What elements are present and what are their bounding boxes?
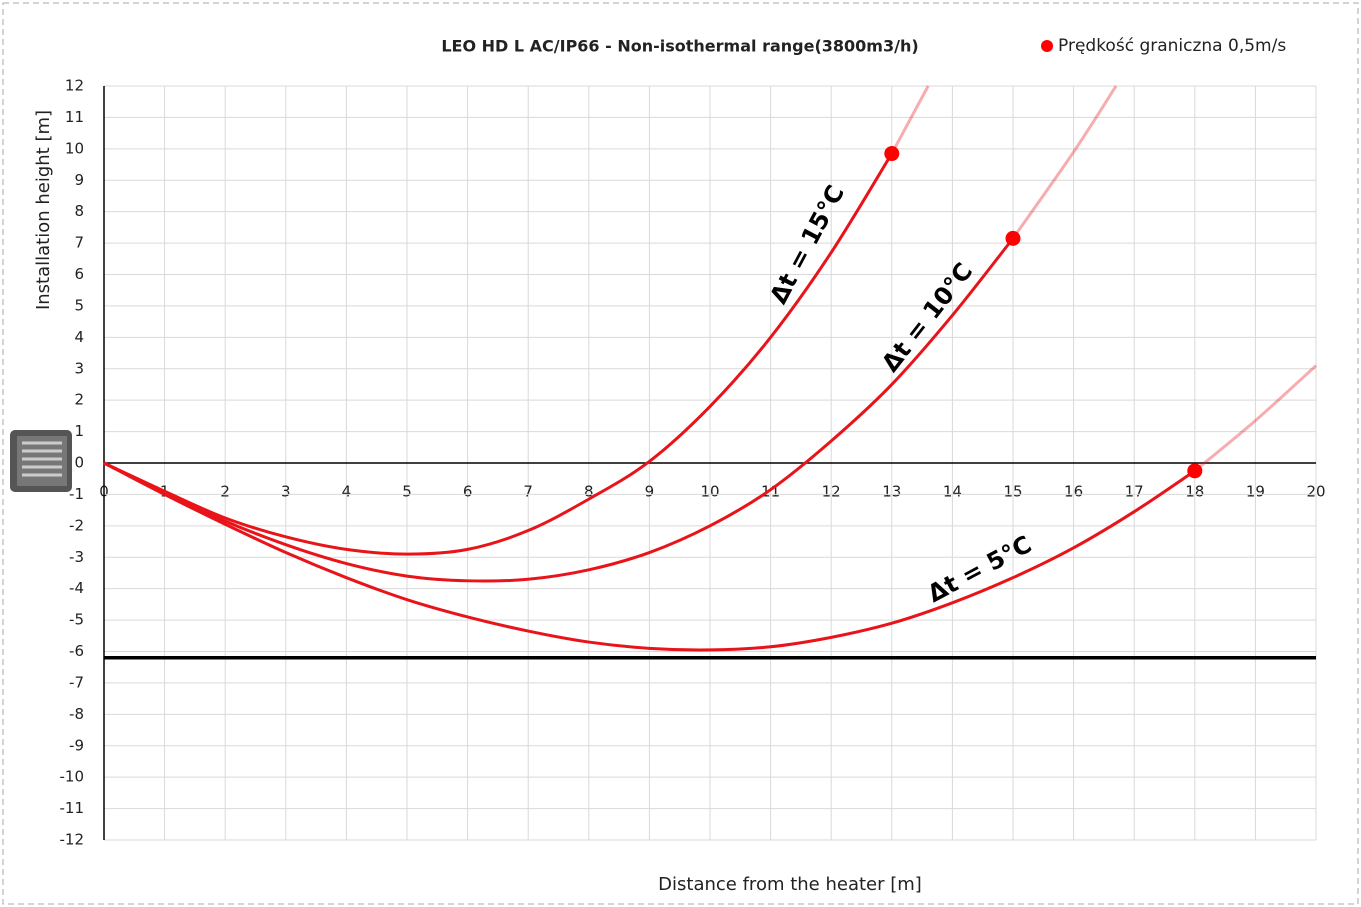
y-tick-label: 2 <box>74 391 84 409</box>
limit-point <box>1006 231 1021 246</box>
x-tick-label: 4 <box>342 483 352 501</box>
y-tick-label: -8 <box>69 705 84 723</box>
y-tick-label: 3 <box>74 359 84 377</box>
y-tick-label: -1 <box>69 485 84 503</box>
series-line <box>104 238 1013 581</box>
y-tick-label: 4 <box>74 328 84 346</box>
y-tick-label: -6 <box>69 642 84 660</box>
y-tick-label: 9 <box>74 171 84 189</box>
x-tick-label: 19 <box>1246 483 1265 501</box>
x-tick-label: 20 <box>1306 483 1325 501</box>
x-tick-label: 10 <box>700 483 719 501</box>
y-tick-label: 12 <box>65 77 84 95</box>
y-tick-label: -9 <box>69 736 84 754</box>
x-tick-label: 14 <box>943 483 962 501</box>
x-tick-label: 15 <box>1003 483 1022 501</box>
y-tick-label: 6 <box>74 265 84 283</box>
y-tick-label: -5 <box>69 611 84 629</box>
y-tick-label: 0 <box>74 454 84 472</box>
chart-title: LEO HD L AC/IP66 - Non-isothermal range(… <box>441 37 918 56</box>
border <box>3 3 1358 904</box>
series-label: Δt = 5°C <box>923 530 1036 608</box>
heater-icon <box>10 430 72 492</box>
x-tick-label: 18 <box>1185 483 1204 501</box>
x-tick-label: 17 <box>1125 483 1144 501</box>
y-tick-label: -11 <box>60 799 85 817</box>
legend-marker <box>1041 40 1053 52</box>
x-tick-label: 7 <box>523 483 533 501</box>
y-axis-label: Installation height [m] <box>33 110 54 310</box>
x-tick-label: 3 <box>281 483 291 501</box>
x-tick-label: 12 <box>822 483 841 501</box>
y-tick-label: -4 <box>69 579 84 597</box>
y-tick-label: 1 <box>74 422 84 440</box>
y-tick-label: 7 <box>74 234 84 252</box>
series-line <box>1013 86 1116 238</box>
chart: LEO HD L AC/IP66 - Non-isothermal range(… <box>0 0 1361 907</box>
y-tick-label: 10 <box>65 139 84 157</box>
x-tick-label: 2 <box>220 483 230 501</box>
y-tick-label: 8 <box>74 202 84 220</box>
y-tick-label: -12 <box>60 831 85 849</box>
series-line <box>892 86 928 154</box>
x-tick-label: 6 <box>463 483 473 501</box>
legend-label: Prędkość graniczna 0,5m/s <box>1058 36 1286 56</box>
page: LEO HD L AC/IP66 - Non-isothermal range(… <box>0 0 1361 907</box>
x-tick-label: 9 <box>645 483 655 501</box>
x-tick-label: 5 <box>402 483 412 501</box>
y-tick-label: 11 <box>65 108 84 126</box>
x-tick-label: 13 <box>882 483 901 501</box>
y-tick-label: -3 <box>69 548 84 566</box>
limit-point <box>884 146 899 161</box>
x-axis-label: Distance from the heater [m] <box>658 874 922 895</box>
y-tick-label: -10 <box>60 768 85 786</box>
y-tick-label: -2 <box>69 516 84 534</box>
x-tick-label: 16 <box>1064 483 1083 501</box>
y-tick-label: -7 <box>69 673 84 691</box>
limit-point <box>1187 463 1202 478</box>
y-tick-label: 5 <box>74 296 84 314</box>
